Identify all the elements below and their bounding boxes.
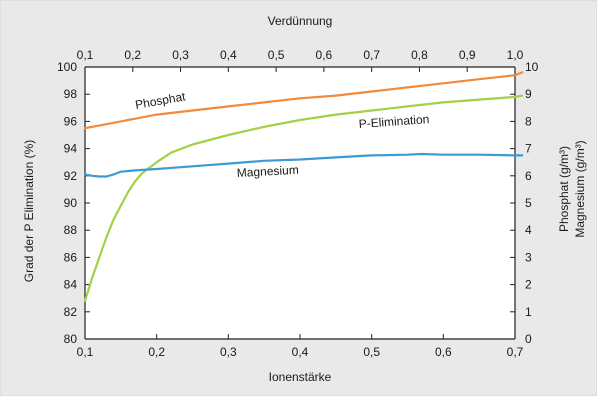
series-group (83, 71, 524, 302)
axes: 0,1 0,2 0,3 0,4 0,5 0,6 0,7 0,1 0,2 0,3 0,4 0,5 0,6 0… (22, 14, 587, 384)
x-bottom-tick-label: 0,5 (363, 345, 380, 359)
y-right-tick-label: 2 (525, 278, 532, 292)
x-top-tick-label: 1,0 (507, 48, 524, 62)
x-bottom-tick-label: 0,7 (507, 345, 524, 359)
y-right-tick-label: 4 (525, 223, 532, 237)
x-top-tick-label: 0,9 (459, 48, 476, 62)
y-right-tick-label: 1 (525, 305, 532, 319)
y-left-tick-label: 90 (64, 196, 78, 210)
series-line-magnesium (83, 152, 524, 178)
series-line-phosphat (83, 71, 524, 130)
x-top-tick-label: 0,5 (268, 48, 285, 62)
y-right-axis-title-magnesium: Magnesium (g/m³) (573, 140, 587, 237)
y-right-tick-label: 6 (525, 169, 532, 183)
x-bottom-axis-title: Ionenstärke (269, 370, 332, 384)
y-right-axis-title-phosphat: Phosphat (g/m³) (557, 146, 571, 232)
y-left-tick-label: 82 (64, 305, 78, 319)
y-left-tick-label: 92 (64, 169, 78, 183)
x-top-axis-title: Verdünnung (268, 14, 333, 28)
series-label-magnesium: Magnesium (236, 163, 299, 180)
x-top-tick-label: 0,2 (124, 48, 141, 62)
x-top-tick-label: 0,4 (220, 48, 237, 62)
y-right-tick-label: 7 (525, 142, 532, 156)
x-bottom-tick-label: 0,1 (77, 345, 94, 359)
y-left-tick-label: 86 (64, 250, 78, 264)
x-bottom-tick-label: 0,4 (292, 345, 309, 359)
y-left-tick-label: 100 (57, 60, 77, 74)
y-left-tick-label: 96 (64, 114, 78, 128)
y-right-tick-label: 8 (525, 114, 532, 128)
series-line-p-elimination (83, 94, 524, 302)
x-bottom-tick-label: 0,6 (435, 345, 452, 359)
x-bottom-tick-label: 0,3 (220, 345, 237, 359)
x-top-tick-label: 0,1 (77, 48, 94, 62)
y-right-tick-label: 0 (525, 332, 532, 346)
y-left-tick-label: 84 (64, 278, 78, 292)
x-top-tick-label: 0,3 (172, 48, 189, 62)
y-left-tick-label: 88 (64, 223, 78, 237)
y-right-tick-label: 5 (525, 196, 532, 210)
x-top-tick-label: 0,6 (316, 48, 333, 62)
x-top-tick-label: 0,7 (363, 48, 380, 62)
y-left-tick-label: 98 (64, 87, 78, 101)
x-bottom-tick-label: 0,2 (148, 345, 165, 359)
y-right-tick-label: 9 (525, 87, 532, 101)
x-top-tick-label: 0,8 (411, 48, 428, 62)
plot-background (85, 67, 515, 339)
y-right-tick-label: 3 (525, 250, 532, 264)
y-right-tick-label: 10 (525, 60, 539, 74)
y-left-tick-label: 94 (64, 142, 78, 156)
series-label-p-elimination: P-Elimination (358, 112, 430, 131)
y-left-tick-label: 80 (64, 332, 78, 346)
y-left-axis-title: Grad der P Elimination (%) (22, 140, 36, 283)
